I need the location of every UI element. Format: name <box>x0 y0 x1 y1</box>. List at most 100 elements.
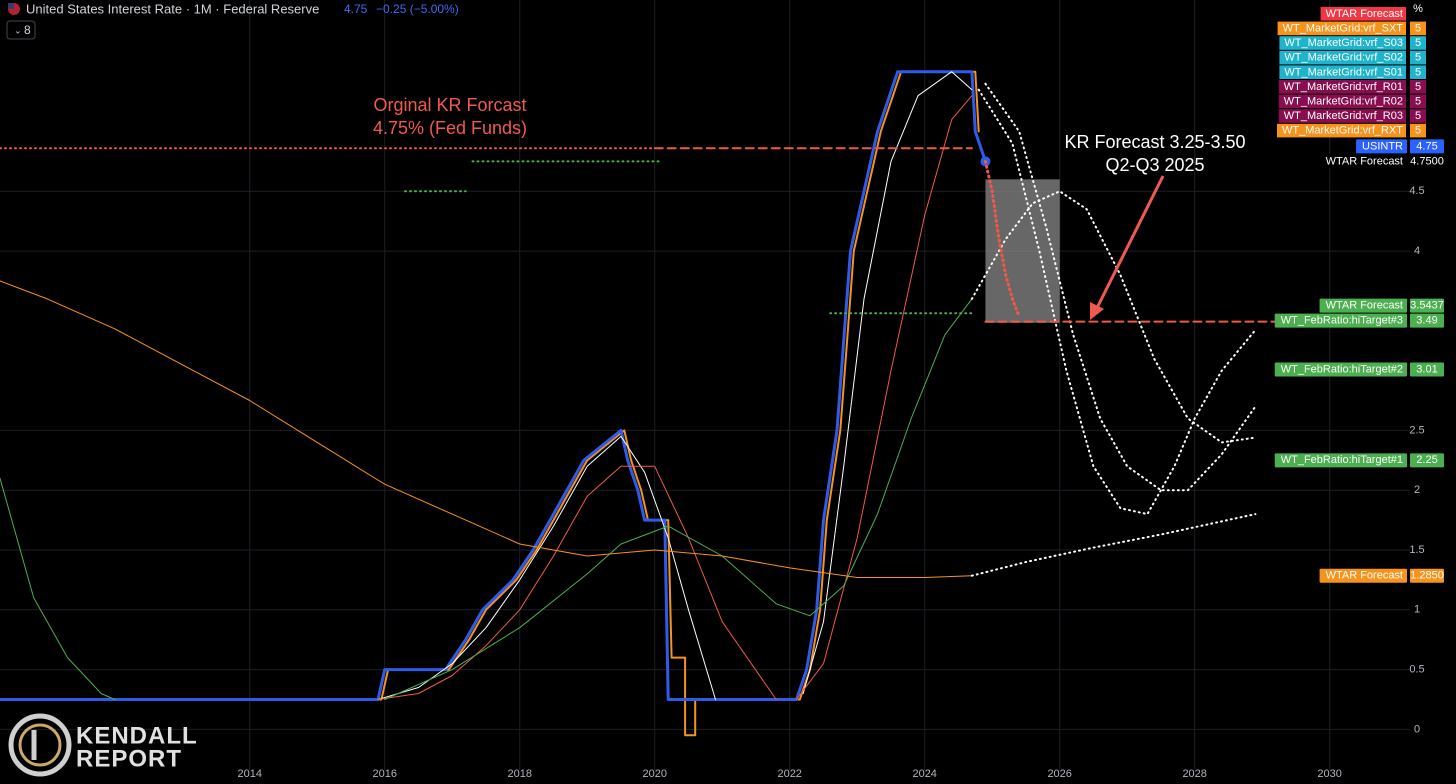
legend-entry: WTAR Forecast <box>1326 8 1403 20</box>
arrow-shaft <box>1094 175 1165 311</box>
legend-value: 5 <box>1415 81 1421 93</box>
series-line <box>0 298 973 700</box>
legend-value: 5 <box>1415 23 1421 35</box>
price-tag-name: WT_FebRatio:hiTarget#3 <box>1281 315 1403 327</box>
series-line <box>970 190 1257 444</box>
chart-title: United States Interest Rate · 1M · Feder… <box>26 1 319 16</box>
legend-swatch <box>1279 36 1406 50</box>
legend-entry: WT_MarketGrid:vrf_S02 <box>1284 52 1403 64</box>
price-tag-value: 3.49 <box>1416 315 1437 327</box>
price-tag-name: WTAR Forecast <box>1326 570 1403 582</box>
legend-value: 5 <box>1415 96 1421 108</box>
logo-text: KENDALL <box>76 722 198 749</box>
price-tag-name-box <box>1319 154 1407 169</box>
price-tag-name: USINTR <box>1362 140 1403 152</box>
legend-value: 5 <box>1415 66 1421 78</box>
series-line <box>0 70 980 737</box>
legend-value: 5 <box>1415 110 1421 122</box>
price-tag-value: 1.2850 <box>1410 570 1444 582</box>
series-line <box>0 70 987 701</box>
legend-swatch <box>1279 50 1406 65</box>
annotation: KR Forecast 3.25-3.50 <box>1064 132 1245 152</box>
series-line <box>0 280 973 578</box>
change: −0.25 (−5.00%) <box>376 2 459 16</box>
price-tag-name-box <box>1274 313 1407 328</box>
y-tick-label: 2.5 <box>1409 424 1424 436</box>
highlight-box <box>985 179 1060 323</box>
legend-entry: WT_MarketGrid:vrf_SXT <box>1283 23 1404 35</box>
x-tick-label: 2014 <box>237 768 261 780</box>
price-tag <box>1410 568 1444 583</box>
arrow-head <box>1090 302 1104 320</box>
price-tag-name: WT_FebRatio:hiTarget#1 <box>1281 454 1403 466</box>
x-tick-label: 2016 <box>372 768 396 780</box>
legend-value-box <box>1410 36 1426 50</box>
legend-swatch <box>1278 94 1406 109</box>
price-tag-name: WTAR Forecast <box>1326 300 1403 312</box>
price-tag-value: 4.7500 <box>1410 155 1444 167</box>
flag-canton <box>8 3 14 9</box>
legend-swatch <box>1279 65 1406 79</box>
legend: % WTAR Forecast WT_MarketGrid:vrf_SXT 5 WT_M… <box>1276 3 1426 138</box>
logo-ring <box>8 713 72 777</box>
legend-value-box <box>1410 65 1426 79</box>
series-line <box>977 88 1257 516</box>
price-tag-name-box <box>1274 362 1407 377</box>
x-tick-label: 2018 <box>507 768 531 780</box>
y-tick-label: 4 <box>1414 245 1420 257</box>
price-tag-value: 2.25 <box>1416 454 1437 466</box>
price-tag-value: 3.01 <box>1416 363 1437 375</box>
price-tag-name-box <box>1356 139 1407 154</box>
x-tick-label: 2028 <box>1182 768 1206 780</box>
annotation: Q2-Q3 2025 <box>1105 155 1204 175</box>
logo-text: REPORT <box>76 745 182 772</box>
price-tag <box>1410 313 1444 328</box>
indicator-toggle[interactable] <box>6 20 36 40</box>
header: United States Interest Rate · 1M · Feder… <box>6 1 459 40</box>
unit-label: % <box>1413 3 1423 15</box>
price-tag-name: WTAR Forecast <box>1326 155 1403 167</box>
logo-inner <box>18 723 62 767</box>
legend-entry: WT_MarketGrid:vrf_S01 <box>1284 66 1403 78</box>
price-tag-value: 3.5437 <box>1410 300 1444 312</box>
series-line <box>377 95 973 700</box>
y-tick-label: 4.5 <box>1409 185 1424 197</box>
price-tag <box>1410 298 1444 313</box>
indicator-count: 8 <box>24 23 31 37</box>
x-tick-label: 2026 <box>1047 768 1071 780</box>
annotation: 4.75% (Fed Funds) <box>373 118 527 138</box>
legend-swatch <box>1277 21 1406 36</box>
legend-value-box <box>1410 80 1426 94</box>
legend-value: 5 <box>1415 37 1421 49</box>
plot-area <box>0 70 1405 737</box>
legend-entry: WT_MarketGrid:vrf_R03 <box>1284 110 1403 122</box>
x-tick-label: 2022 <box>777 768 801 780</box>
price-tag <box>1410 154 1444 169</box>
legend-swatch <box>1278 80 1406 94</box>
y-tick-label: 2 <box>1414 484 1420 496</box>
legend-value-box <box>1410 94 1426 109</box>
x-tick-label: 2024 <box>912 768 936 780</box>
y-tick-label: 0 <box>1414 723 1420 735</box>
price-tag <box>1410 139 1444 154</box>
y-tick-label: 1.5 <box>1409 544 1424 556</box>
price-tag <box>1410 453 1444 468</box>
x-tick-label: 2030 <box>1317 768 1341 780</box>
legend-value-box <box>1410 109 1426 123</box>
y-tick-label: 0.5 <box>1409 663 1424 675</box>
x-tick-label: 2020 <box>642 768 666 780</box>
series-line <box>377 71 973 700</box>
price-tag-name-box <box>1319 568 1407 583</box>
price-tag-name-box <box>1274 453 1407 468</box>
annotation: Orginal KR Forcast <box>373 95 526 115</box>
legend-value-box <box>1410 123 1426 138</box>
legend-entry: WT_MarketGrid:vrf_R02 <box>1284 96 1403 108</box>
legend-value: 5 <box>1415 52 1421 64</box>
legend-entry: WT_MarketGrid:vrf_S03 <box>1284 37 1403 49</box>
logo: KENDALL REPORT <box>8 713 198 777</box>
grid <box>0 0 1410 770</box>
price-tag <box>1410 362 1444 377</box>
price-tag-value: 4.75 <box>1416 140 1437 152</box>
series-line <box>983 159 1021 319</box>
